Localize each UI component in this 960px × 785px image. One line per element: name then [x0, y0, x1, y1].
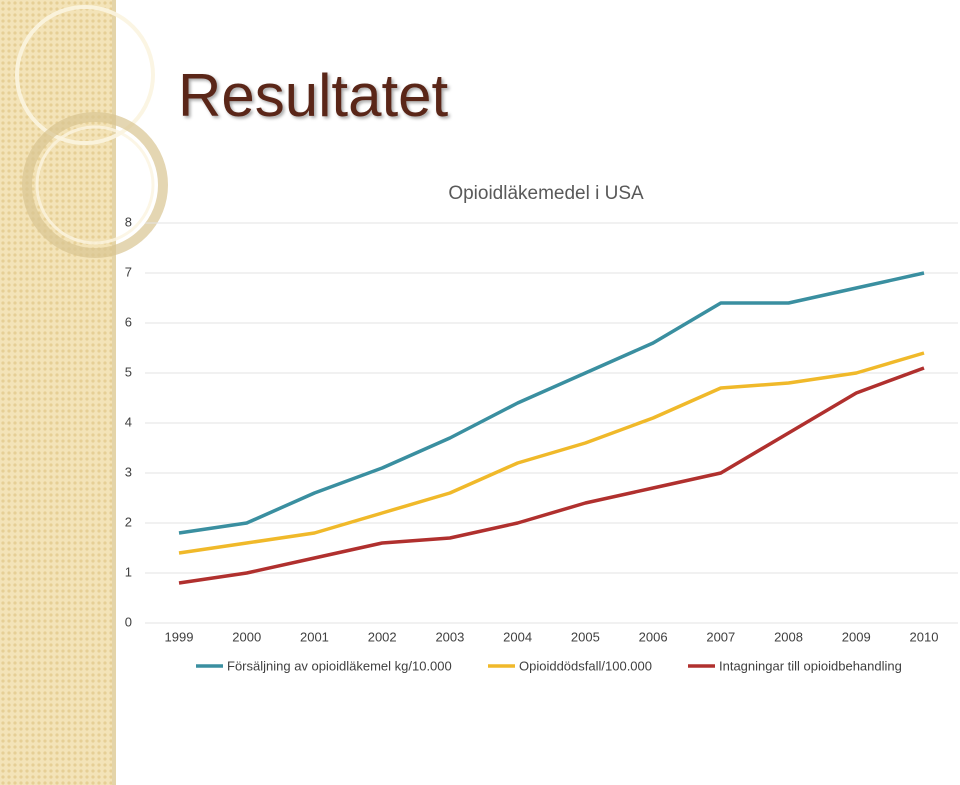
x-tick-label: 2001 [300, 629, 329, 644]
y-tick-label: 4 [125, 414, 132, 429]
x-tick-label: 2010 [910, 629, 939, 644]
y-tick-label: 1 [125, 564, 132, 579]
x-tick-label: 2008 [774, 629, 803, 644]
slide-title: Resultatet [178, 62, 448, 129]
deco-circle [22, 112, 168, 258]
series-line [178, 351, 925, 555]
legend-label: Opioiddödsfall/100.000 [519, 658, 652, 673]
x-tick-label: 2006 [639, 629, 668, 644]
x-tick-label: 2005 [571, 629, 600, 644]
legend-label: Intagningar till opioidbehandling [719, 658, 902, 673]
series-line [178, 271, 925, 535]
y-tick-label: 5 [125, 364, 132, 379]
y-tick-label: 7 [125, 264, 132, 279]
y-tick-label: 3 [125, 464, 132, 479]
y-tick-label: 8 [125, 214, 132, 229]
legend-label: Försäljning av opioidläkemel kg/10.000 [227, 658, 452, 673]
x-tick-label: 1999 [165, 629, 194, 644]
x-tick-label: 2000 [232, 629, 261, 644]
x-tick-label: 2007 [706, 629, 735, 644]
strip-edge [112, 0, 116, 785]
deco-circle [15, 5, 155, 145]
x-tick-label: 2009 [842, 629, 871, 644]
y-tick-label: 2 [125, 514, 132, 529]
x-tick-label: 2002 [368, 629, 397, 644]
x-tick-label: 2004 [503, 629, 532, 644]
y-tick-label: 0 [125, 614, 132, 629]
deco-circle [35, 125, 155, 245]
series-line [178, 366, 925, 585]
chart-title: Opioidläkemedel i USA [448, 183, 644, 204]
y-tick-label: 6 [125, 314, 132, 329]
x-tick-label: 2003 [435, 629, 464, 644]
